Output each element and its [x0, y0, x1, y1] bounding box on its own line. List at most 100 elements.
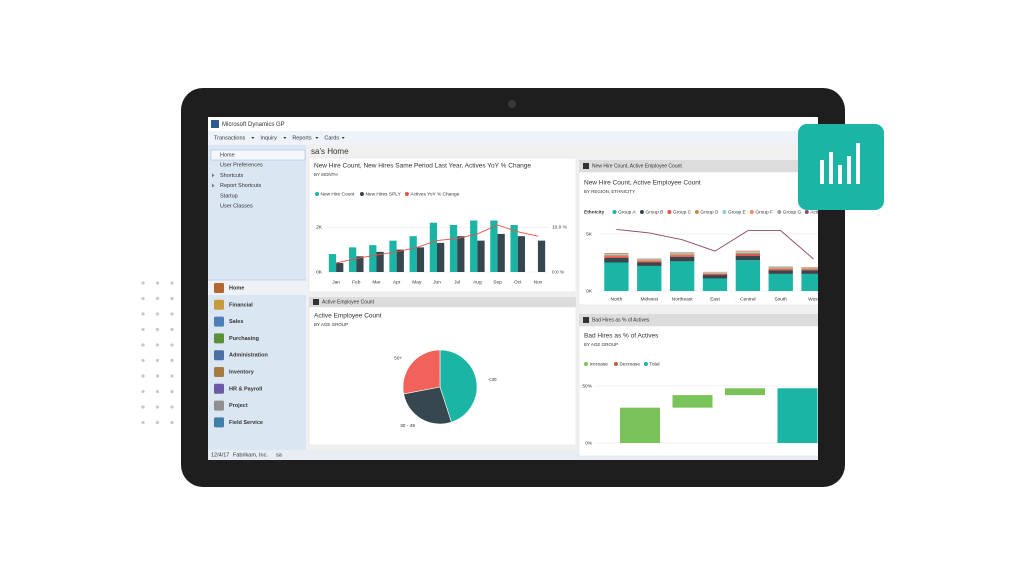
legend-label: Actives YoY % Change	[410, 191, 459, 197]
header-icon	[583, 317, 589, 323]
dot	[170, 343, 174, 347]
legend-swatch	[639, 210, 644, 214]
bar-segment	[735, 250, 761, 252]
bar-segment	[801, 270, 818, 274]
bar-segment	[702, 273, 728, 276]
x-tick-label: South	[774, 296, 787, 302]
icon-bar	[829, 152, 833, 184]
bar-segment	[768, 268, 793, 270]
x-tick-label: Mar	[372, 279, 381, 285]
bar-segment	[735, 260, 761, 291]
legend-label: Group D	[700, 209, 719, 215]
bar-segment	[669, 256, 695, 262]
bar-segment	[604, 256, 629, 258]
dot	[155, 405, 160, 409]
menu-item: Inquiry	[260, 135, 277, 141]
legend-swatch	[613, 362, 618, 366]
y-tick-label: 0%	[585, 440, 593, 446]
nav-item: User Classes	[220, 203, 253, 209]
bar-segment	[637, 262, 662, 266]
legend-swatch	[722, 210, 727, 214]
dot	[141, 327, 145, 332]
bar	[449, 224, 458, 272]
legend-label: Group B	[645, 209, 663, 215]
legend-swatch	[359, 192, 364, 196]
module-icon	[214, 283, 224, 293]
bar-segment	[702, 275, 728, 279]
nav-item: Shortcuts	[220, 173, 243, 179]
bar	[537, 240, 546, 272]
icon-bar	[838, 165, 842, 184]
y-tick-label: 50%	[582, 383, 592, 389]
bar-segment	[637, 265, 662, 291]
bar	[409, 236, 417, 272]
dot	[170, 281, 174, 285]
dot	[141, 420, 145, 425]
menu-item: Transactions	[214, 135, 246, 141]
x-tick-label: East	[710, 296, 720, 302]
bar-segment	[735, 251, 761, 252]
legend-label: Increase	[590, 361, 609, 367]
icon-bar	[820, 160, 824, 184]
dot	[155, 420, 160, 425]
dot	[170, 389, 174, 394]
pie-label: 50+	[394, 356, 402, 362]
x-tick-label: Oct	[514, 279, 522, 285]
bar	[376, 251, 384, 272]
x-tick-label: May	[412, 279, 422, 285]
pie-slice	[439, 349, 478, 423]
bar-segment	[604, 253, 629, 255]
bar	[477, 240, 485, 272]
header-icon	[313, 299, 319, 305]
legend-label: Group E	[728, 209, 746, 215]
dot	[155, 312, 160, 316]
dot	[155, 358, 160, 363]
panel-header-title: Active Employee Count	[322, 299, 375, 305]
dot-grid	[141, 281, 174, 425]
camera	[508, 100, 516, 108]
panel-header	[579, 160, 818, 172]
bar	[457, 236, 465, 272]
dot	[170, 405, 174, 409]
chart-title: New Hire Count, New Hires Same Period La…	[314, 163, 531, 170]
bar-segment	[637, 259, 662, 261]
menu-arrow	[283, 137, 287, 139]
legend-swatch	[612, 210, 617, 214]
pie-label: <30	[488, 377, 496, 383]
page-title: sa's Home	[311, 147, 349, 156]
x-tick-label: Jul	[454, 279, 460, 285]
chart-subtitle: BY MONTH	[314, 172, 338, 177]
x-tick-label: Feb	[352, 279, 361, 285]
module-icon	[214, 400, 224, 411]
bar	[437, 242, 445, 272]
module-selected	[208, 280, 306, 295]
chart-title: New Hire Count, Active Employee Count	[584, 180, 701, 187]
bar	[429, 222, 437, 272]
dot	[141, 343, 145, 347]
x-tick-label: Nov	[534, 279, 543, 285]
line	[336, 224, 538, 264]
y-tick-label: 0.0 %	[552, 269, 565, 275]
bar	[416, 247, 425, 272]
menu-arrow	[341, 137, 345, 139]
bar	[389, 240, 397, 272]
dot	[170, 358, 174, 363]
bar-segment	[735, 253, 761, 256]
panel-header-title: Bad Hires as % of Actives	[592, 317, 650, 323]
dot	[141, 358, 145, 363]
dot	[141, 281, 145, 285]
waterfall-bar	[620, 407, 660, 443]
legend-swatch	[804, 210, 809, 214]
nav-item: Home	[220, 152, 235, 158]
panel-header	[309, 297, 576, 307]
module-item: Project	[229, 403, 248, 409]
x-tick-label: Central	[740, 296, 755, 302]
bar	[336, 263, 344, 272]
status-user: sa	[276, 452, 283, 458]
bar-segment	[637, 261, 662, 263]
bar-segment	[637, 260, 662, 262]
module-icon	[214, 299, 224, 310]
dot	[155, 327, 160, 332]
bar-segment	[735, 251, 761, 253]
